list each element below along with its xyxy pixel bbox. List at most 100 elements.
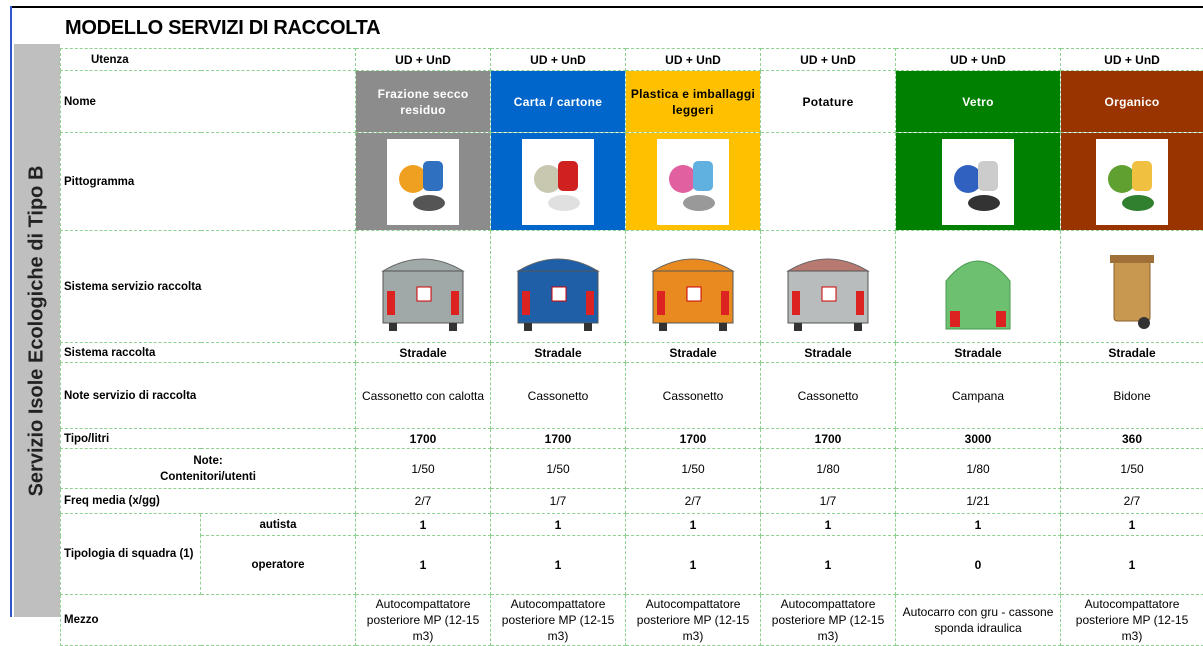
- pictogram-shape: [954, 165, 982, 193]
- cell: 1/80: [896, 449, 1061, 489]
- cell: 1/7: [761, 489, 896, 514]
- row-label: Tipologia di squadra (1): [61, 514, 201, 595]
- container-stripe: [856, 291, 864, 315]
- container-image: [1082, 241, 1182, 333]
- cell: 1700: [356, 429, 491, 449]
- container-stripe: [451, 291, 459, 315]
- container-foot: [659, 323, 667, 331]
- table-row: Sistema servizio raccolta: [61, 231, 1203, 343]
- pictogram-cell: [1061, 133, 1203, 231]
- pictogram: [1096, 139, 1168, 225]
- container-sign: [552, 287, 566, 301]
- cell: UD + UnD: [896, 49, 1061, 71]
- cell: 1/50: [1061, 449, 1203, 489]
- container-foot: [854, 323, 862, 331]
- cell: 1: [356, 536, 491, 595]
- pictogram-shape: [683, 195, 715, 211]
- cell: UD + UnD: [491, 49, 626, 71]
- container-cell: [896, 231, 1061, 343]
- cell: 1: [761, 536, 896, 595]
- pictogram-shape: [1122, 195, 1154, 211]
- container-lid: [788, 259, 868, 271]
- container-stripe: [721, 291, 729, 315]
- cell: 1: [896, 514, 1061, 536]
- cell: 1/7: [491, 489, 626, 514]
- cell: Organico: [1061, 71, 1203, 133]
- frame-border: [10, 6, 12, 617]
- cell: Stradale: [1061, 343, 1203, 363]
- container-sign: [822, 287, 836, 301]
- container-image: [643, 241, 743, 333]
- container-wheel: [1138, 317, 1150, 329]
- cell: Cassonetto con calotta: [356, 363, 491, 429]
- cell: 1/50: [491, 449, 626, 489]
- container-cell: [626, 231, 761, 343]
- table-row: Pittogramma: [61, 133, 1203, 231]
- cell: 1700: [761, 429, 896, 449]
- container-foot: [584, 323, 592, 331]
- container-foot: [794, 323, 802, 331]
- container-cell: [1061, 231, 1203, 343]
- cell: 1700: [626, 429, 761, 449]
- cell: 2/7: [1061, 489, 1203, 514]
- pictogram-shape: [669, 165, 697, 193]
- cell: 1: [356, 514, 491, 536]
- container-stripe: [996, 311, 1006, 327]
- container-foot: [719, 323, 727, 331]
- pictogram-shape: [968, 195, 1000, 211]
- pictogram: [522, 139, 594, 225]
- cell: Potature: [761, 71, 896, 133]
- cell: Autocompattatore posteriore MP (12-15 m3…: [1061, 595, 1203, 646]
- sub-label: autista: [201, 514, 356, 536]
- pictogram-cell: [626, 133, 761, 231]
- container-cell: [491, 231, 626, 343]
- pictogram-cell: [896, 133, 1061, 231]
- cell: Stradale: [761, 343, 896, 363]
- container-cell: [356, 231, 491, 343]
- title: MODELLO SERVIZI DI RACCOLTA: [65, 17, 380, 40]
- row-label: Note: Contenitori/utenti: [61, 449, 356, 489]
- cell: Stradale: [356, 343, 491, 363]
- cell: 1/50: [356, 449, 491, 489]
- row-label: Nome: [61, 71, 356, 133]
- container-foot: [449, 323, 457, 331]
- row-label: Mezzo: [61, 595, 356, 646]
- container-foot: [389, 323, 397, 331]
- cell: Stradale: [491, 343, 626, 363]
- cell: Cassonetto: [761, 363, 896, 429]
- cell: 2/7: [356, 489, 491, 514]
- cell: UD + UnD: [626, 49, 761, 71]
- page: MODELLO SERVIZI DI RACCOLTA Servizio Iso…: [0, 0, 1203, 617]
- cell: 1: [1061, 514, 1203, 536]
- container-foot: [524, 323, 532, 331]
- container-stripe: [792, 291, 800, 315]
- cell: Autocompattatore posteriore MP (12-15 m3…: [491, 595, 626, 646]
- cell: 1: [761, 514, 896, 536]
- cell: 3000: [896, 429, 1061, 449]
- container-shape: [1114, 261, 1150, 321]
- container-stripe: [522, 291, 530, 315]
- container-lid: [383, 259, 463, 271]
- cell: 1: [491, 536, 626, 595]
- cell: Autocompattatore posteriore MP (12-15 m3…: [626, 595, 761, 646]
- cell: 1/50: [626, 449, 761, 489]
- cell: UD + UnD: [1061, 49, 1203, 71]
- container-image: [778, 241, 878, 333]
- sub-label: operatore: [201, 536, 356, 595]
- cell: Autocompattatore posteriore MP (12-15 m3…: [761, 595, 896, 646]
- cell: UD + UnD: [761, 49, 896, 71]
- container-lid: [653, 259, 733, 271]
- pictogram-shape: [1108, 165, 1136, 193]
- cell: 1/80: [761, 449, 896, 489]
- side-label: Servizio Isole Ecologiche di Tipo B: [26, 165, 49, 496]
- pictogram-cell: [491, 133, 626, 231]
- container-stripe: [387, 291, 395, 315]
- cell: 1/21: [896, 489, 1061, 514]
- row-label: Utenza: [61, 49, 356, 71]
- container-image: [508, 241, 608, 333]
